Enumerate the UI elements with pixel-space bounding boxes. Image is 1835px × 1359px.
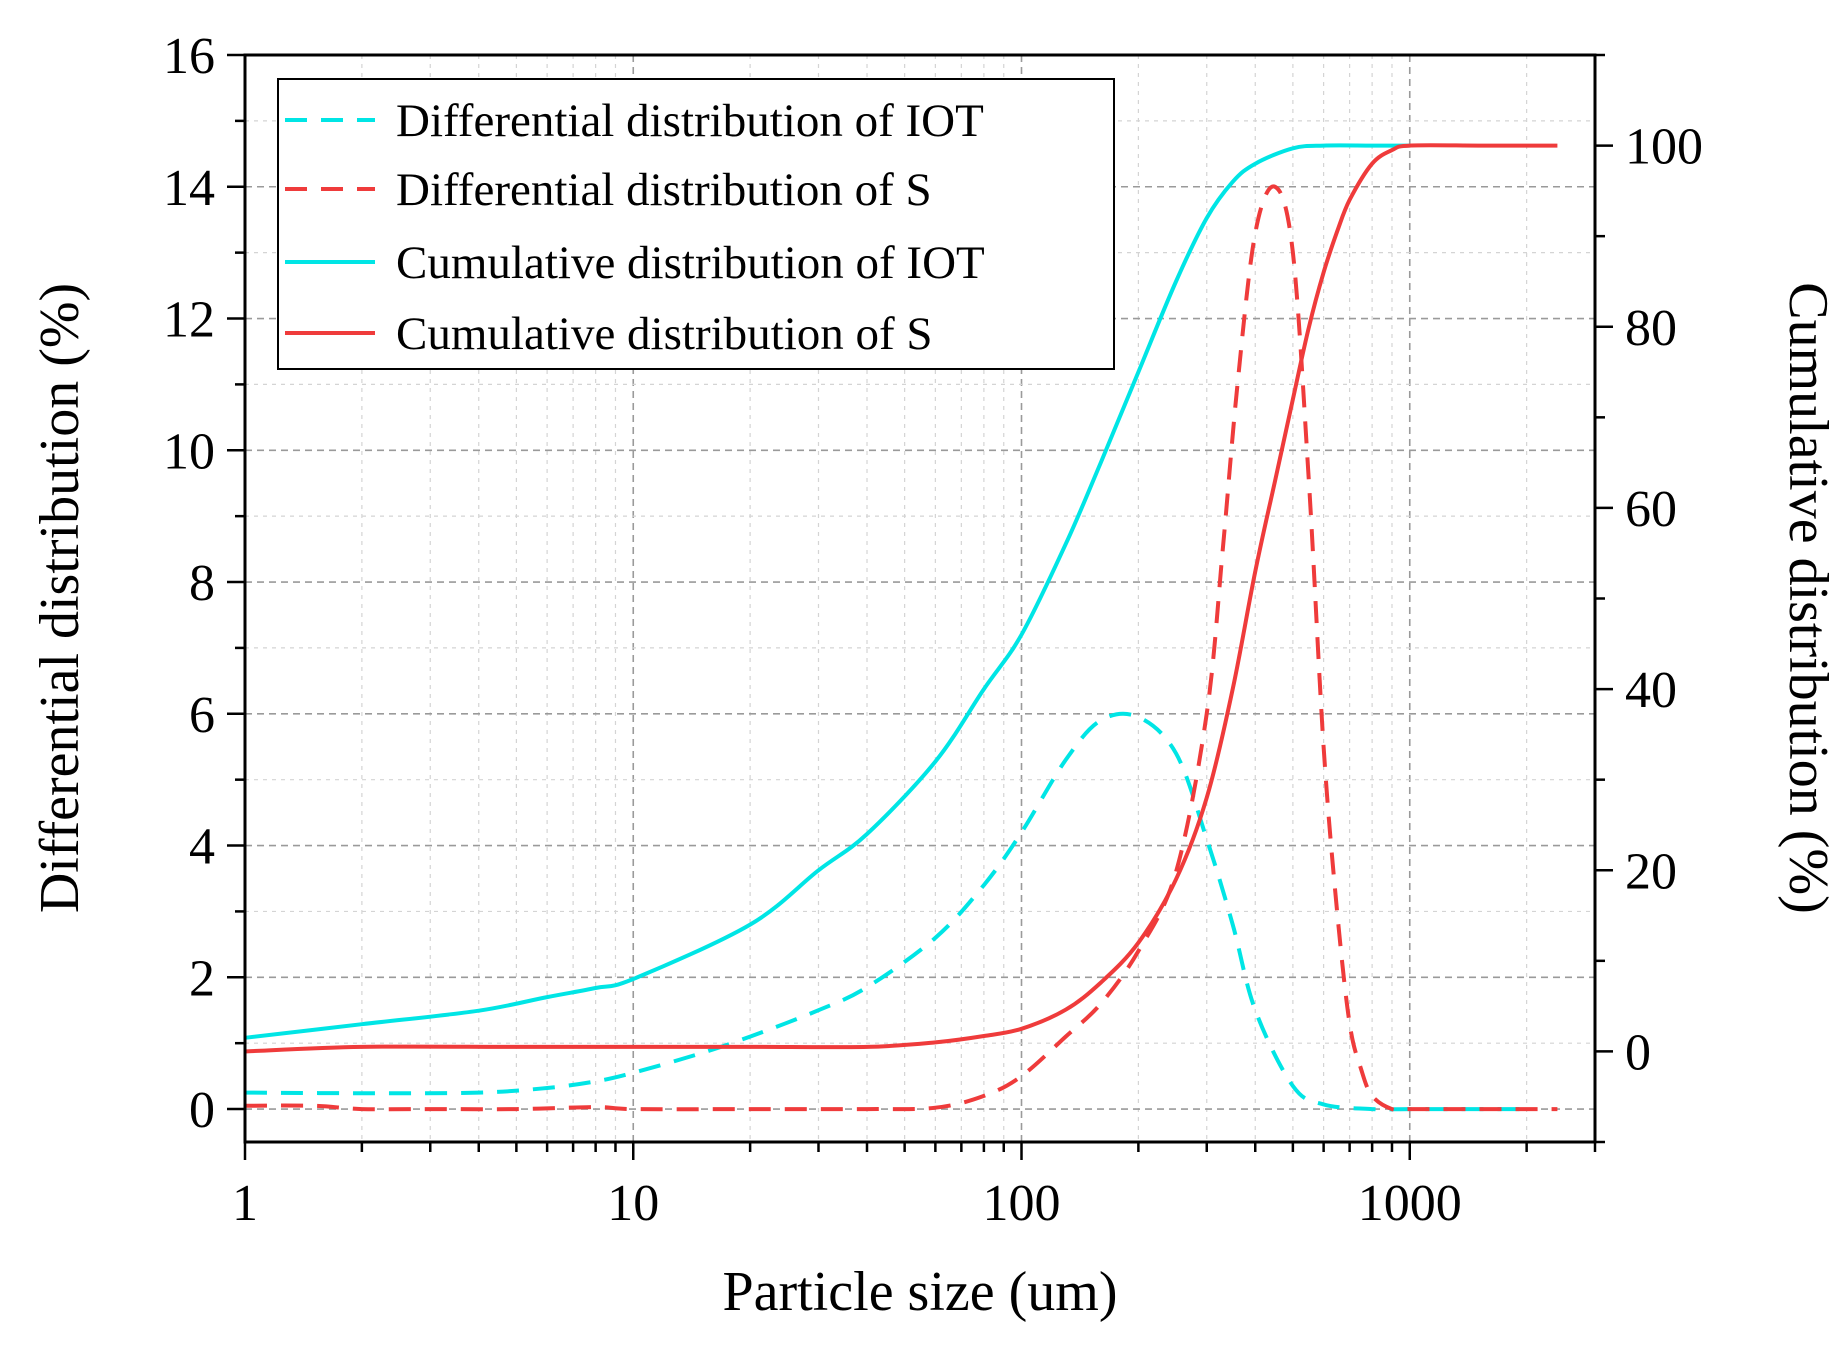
plot-area (244, 143, 1558, 1113)
series-line-0 (244, 711, 1527, 1112)
y-axis-right-title: Cumulative distribution (%) (1777, 282, 1835, 913)
y-left-tick-label: 8 (189, 555, 215, 612)
x-axis-title: Particle size (um) (723, 1261, 1118, 1323)
y-left-tick-label: 16 (163, 28, 215, 85)
x-tick-label: 1 (232, 1175, 258, 1232)
tick-labels: 1 10 100 1000 0 2 4 6 8 10 12 14 16 0 20 40 60 80 100 (163, 28, 1703, 1232)
y-right-tick-label: 80 (1625, 300, 1677, 357)
y-right-tick-label: 0 (1625, 1024, 1651, 1081)
y-right-tick-label: 60 (1625, 481, 1677, 538)
series-line-1 (244, 184, 1558, 1113)
legend-label-cum-s: Cumulative distribution of S (396, 308, 933, 360)
y-left-tick-label: 4 (189, 819, 215, 876)
legend: Differential distribution of IOT Differe… (277, 78, 1115, 370)
legend-label-cum-iot: Cumulative distribution of IOT (396, 237, 985, 289)
y-left-tick-label: 2 (189, 950, 215, 1007)
y-left-tick-label: 14 (163, 160, 215, 217)
y-left-tick-label: 10 (163, 423, 215, 480)
y-axis-left-title: Differential distribution (%) (29, 283, 91, 913)
y-right-tick-label: 100 (1625, 119, 1703, 176)
y-left-tick-label: 0 (189, 1082, 215, 1139)
y-right-tick-label: 20 (1625, 843, 1677, 900)
axis-ticks (227, 53, 1613, 1160)
x-tick-label: 10 (607, 1175, 659, 1232)
x-tick-label: 1000 (1358, 1175, 1462, 1232)
y-left-tick-label: 6 (189, 687, 215, 744)
y-right-tick-label: 40 (1625, 662, 1677, 719)
legend-box (277, 78, 1115, 370)
x-tick-label: 100 (983, 1175, 1061, 1232)
legend-label-diff-s: Differential distribution of S (396, 164, 932, 216)
legend-label-diff-iot: Differential distribution of IOT (396, 95, 984, 147)
y-left-tick-label: 12 (163, 292, 215, 349)
series-line-3 (244, 143, 1558, 1054)
series-line-2 (244, 143, 1410, 1040)
